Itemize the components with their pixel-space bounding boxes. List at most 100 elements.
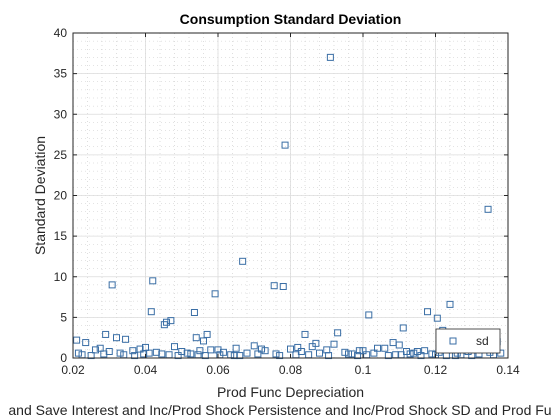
data-point: [428, 350, 436, 358]
data-point: [192, 334, 200, 342]
data-point: [96, 344, 104, 352]
data-point: [129, 347, 137, 355]
data-point: [160, 321, 168, 329]
y-tick-label: 25: [54, 148, 68, 162]
data-point: [258, 345, 265, 353]
data-point: [354, 352, 362, 360]
data-point: [341, 348, 349, 356]
data-point: [417, 352, 425, 360]
data-point: [149, 277, 157, 285]
data-point: [261, 347, 269, 355]
data-point: [152, 348, 160, 356]
data-point: [102, 330, 110, 338]
data-point: [370, 349, 378, 357]
data-point: [308, 343, 316, 351]
data-point: [446, 300, 454, 308]
data-point: [113, 334, 120, 342]
data-point: [73, 336, 81, 344]
data-point: [201, 352, 209, 360]
legend-box: [435, 328, 501, 354]
data-point: [301, 330, 309, 338]
data-point: [171, 343, 178, 351]
data-point: [355, 347, 363, 355]
data-point: [74, 349, 82, 357]
data-point: [167, 317, 175, 325]
data-point: [410, 349, 418, 357]
data-point: [399, 324, 407, 332]
data-point: [395, 341, 403, 349]
data-point: [178, 348, 186, 355]
data-point: [345, 350, 352, 358]
data-point: [214, 346, 222, 354]
data-point: [174, 352, 182, 360]
legend: sd: [435, 328, 501, 354]
data-point: [276, 352, 284, 360]
legend-marker: [449, 337, 457, 345]
data-point: [91, 346, 99, 354]
data-point: [190, 309, 198, 316]
x-tick-label: 0.1: [355, 363, 372, 377]
x-tick-label: 0.08: [279, 363, 303, 377]
data-point: [413, 348, 421, 355]
data-point: [326, 53, 334, 61]
x-tick-label: 0.04: [134, 363, 158, 377]
y-axis-ticks: 0 5 10 15 20 25 30 35 40: [54, 26, 508, 365]
data-point: [334, 329, 342, 337]
x-tick-label: 0.02: [61, 363, 85, 377]
data-point: [272, 350, 280, 358]
data-point: [406, 350, 414, 358]
data-point: [243, 349, 251, 357]
y-tick-label: 35: [54, 67, 68, 81]
data-point: [279, 283, 287, 290]
data-point: [196, 347, 204, 355]
y-tick-label: 30: [54, 107, 68, 121]
x-tick-label: 0.14: [496, 363, 520, 377]
data-point: [250, 342, 258, 350]
data-point: [270, 282, 278, 290]
x-tick-label: 0.06: [206, 363, 230, 377]
y-tick-label: 5: [60, 310, 67, 324]
data-point: [158, 350, 166, 358]
data-point: [131, 352, 139, 360]
data-point: [211, 290, 219, 298]
data-point: [207, 346, 215, 354]
chart-title: Consumption Standard Deviation: [180, 11, 402, 27]
legend-label: sd: [476, 334, 489, 348]
data-point: [87, 352, 95, 360]
x-tick-label: 0.12: [424, 363, 448, 377]
data-point: [325, 352, 333, 360]
x-axis-ticks: 0.02 0.04 0.06 0.08 0.1 0.12 0.14: [61, 33, 520, 377]
data-point: [281, 141, 289, 149]
data-point: [254, 350, 262, 358]
data-point: [122, 335, 130, 343]
data-point: [200, 337, 207, 345]
data-point: [421, 347, 429, 355]
data-point: [163, 318, 171, 326]
data-point: [230, 352, 238, 360]
data-point: [203, 330, 211, 338]
y-tick-label: 10: [54, 270, 68, 284]
data-point: [183, 349, 191, 357]
footer-label: and Save Interest and Inc/Prod Shock Per…: [8, 402, 551, 418]
data-point: [116, 349, 124, 357]
data-point: [100, 350, 108, 358]
y-tick-label: 15: [54, 229, 68, 243]
data-point: [239, 257, 247, 265]
y-tick-label: 0: [60, 351, 67, 365]
data-point: [236, 352, 244, 360]
data-point: [433, 314, 441, 322]
y-axis-label: Standard Deviation: [32, 136, 48, 255]
data-point: [232, 344, 240, 352]
data-point: [294, 343, 302, 351]
data-point: [348, 350, 356, 358]
data-point: [365, 311, 373, 319]
data-point: [316, 349, 323, 357]
data-point: [187, 350, 195, 358]
data-point: [82, 339, 90, 347]
data-point: [145, 349, 153, 357]
data-point: [105, 348, 113, 355]
data-point: [384, 352, 392, 360]
data-point: [108, 281, 116, 289]
data-point: [140, 350, 148, 358]
data-point: [381, 344, 389, 352]
